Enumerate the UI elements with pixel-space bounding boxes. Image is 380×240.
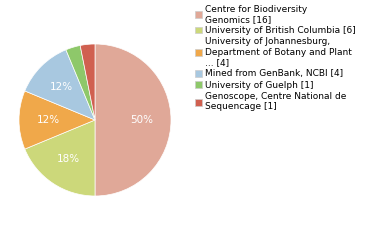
Text: 18%: 18% <box>57 154 81 164</box>
Text: 50%: 50% <box>131 115 154 125</box>
Wedge shape <box>95 44 171 196</box>
Wedge shape <box>80 44 95 120</box>
Text: 12%: 12% <box>36 115 59 125</box>
Wedge shape <box>25 50 95 120</box>
Wedge shape <box>25 120 95 196</box>
Legend: Centre for Biodiversity
Genomics [16], University of British Columbia [6], Unive: Centre for Biodiversity Genomics [16], U… <box>195 5 356 111</box>
Wedge shape <box>66 45 95 120</box>
Text: 12%: 12% <box>50 82 73 92</box>
Wedge shape <box>19 91 95 149</box>
